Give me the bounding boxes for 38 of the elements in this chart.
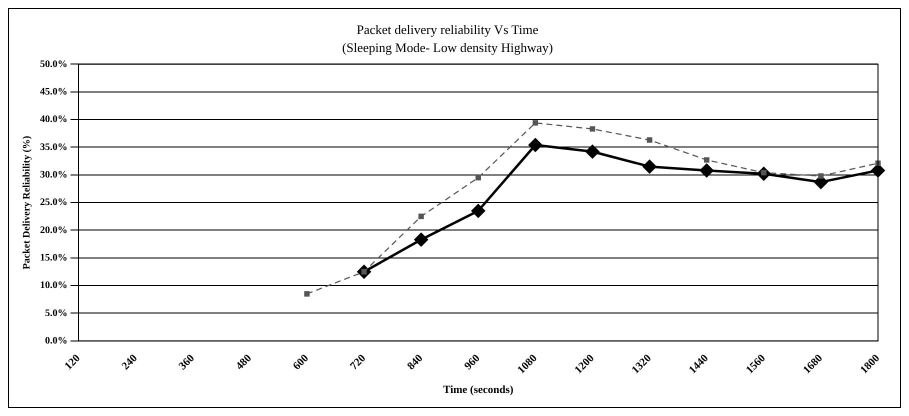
point (814, 175, 828, 189)
point (586, 144, 600, 158)
chart-title: Packet delivery reliability Vs Time (356, 22, 539, 38)
point (704, 157, 710, 163)
point (472, 204, 485, 218)
x-axis-title: Time (seconds) (443, 384, 514, 396)
x-tick-label: 840 (405, 352, 426, 372)
point (590, 126, 596, 132)
point (414, 232, 428, 246)
point (528, 138, 542, 152)
y-tick-label: 20.0% (40, 224, 68, 236)
point (700, 164, 714, 178)
point (476, 174, 481, 180)
y-tick-label: 40.0% (40, 114, 68, 126)
y-tick-label: 5.0% (45, 308, 68, 319)
point (418, 214, 424, 220)
point (818, 173, 824, 179)
point (304, 291, 310, 297)
y-tick-label: 35.0% (40, 142, 68, 153)
point (646, 137, 652, 143)
x-tick-label: 360 (176, 352, 198, 372)
y-axis-title: Packet Delivery Reliability (%) (22, 136, 33, 270)
y-tick-label: 25.0% (40, 197, 68, 208)
point (532, 120, 538, 126)
x-tick-label: 240 (120, 352, 140, 372)
y-tick-label: 30.0% (40, 169, 68, 180)
y-tick-label: 50.0% (40, 58, 68, 70)
x-tick-label: 960 (462, 352, 483, 372)
x-tick-label: 600 (290, 352, 312, 372)
y-tick-label: 45.0% (40, 86, 68, 98)
y-tick-label: 0.0% (45, 335, 68, 346)
chart-subtitle: (Sleeping Mode- Low density Highway) (342, 40, 553, 55)
x-tick-label: 480 (234, 352, 254, 372)
y-tick-label: 15.0% (40, 252, 68, 264)
point (642, 160, 656, 174)
x-tick-label: 720 (348, 352, 369, 372)
y-tick-label: 10.0% (40, 280, 68, 292)
x-tick-label: 120 (62, 352, 83, 372)
